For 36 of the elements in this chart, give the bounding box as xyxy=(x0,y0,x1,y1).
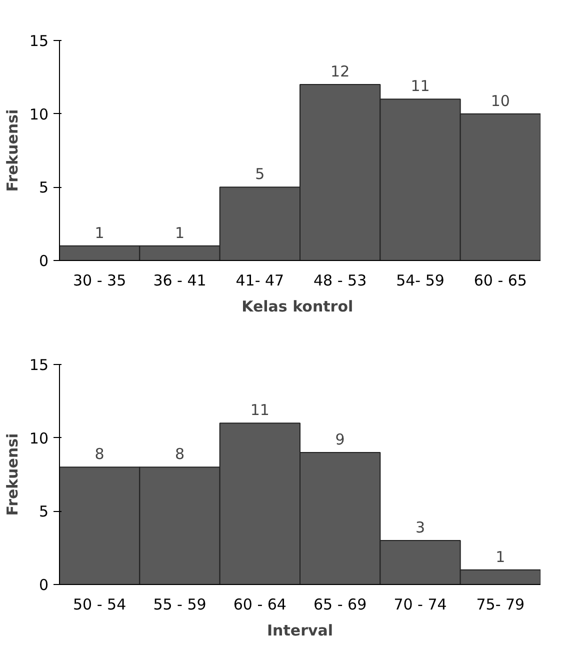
x-tick-label: 55 - 59 xyxy=(153,596,206,614)
x-tick-label: 48 - 53 xyxy=(314,272,367,290)
y-tick-label: 10 xyxy=(29,105,49,124)
x-tick-label: 30 - 35 xyxy=(73,272,126,290)
x-axis-title: Interval xyxy=(266,622,334,640)
x-tick-label: 70 - 74 xyxy=(394,596,447,614)
data-label: 9 xyxy=(335,430,345,448)
x-tick-label: 36 - 41 xyxy=(153,272,206,290)
data-label: 12 xyxy=(330,62,350,80)
y-tick-label: 0 xyxy=(38,576,49,594)
data-label: 1 xyxy=(174,224,185,242)
x-tick-label: 60 - 64 xyxy=(233,596,286,614)
y-tick-label: 10 xyxy=(29,429,49,448)
data-label: 1 xyxy=(496,548,506,566)
x-tick-label: 60 - 65 xyxy=(474,272,527,290)
y-tick-label: 15 xyxy=(29,32,49,50)
y-axis-title: Frekuensi xyxy=(3,433,22,516)
data-label: 10 xyxy=(490,92,510,110)
data-label: 5 xyxy=(255,165,265,184)
y-tick-label: 5 xyxy=(38,178,49,197)
x-tick-label: 41- 47 xyxy=(236,272,284,290)
x-tick-label: 50 - 54 xyxy=(73,596,126,614)
y-axis-title: Frekuensi xyxy=(3,109,22,192)
x-axis-title: Kelas kontrol xyxy=(242,298,354,316)
data-label: 3 xyxy=(415,518,426,536)
data-label: 11 xyxy=(250,401,270,420)
data-label: 8 xyxy=(94,445,104,464)
y-tick-label: 5 xyxy=(38,502,49,521)
x-tick-label: 54- 59 xyxy=(396,272,444,290)
x-tick-label: 65 - 69 xyxy=(314,596,367,614)
data-label: 1 xyxy=(94,224,104,242)
data-label: 11 xyxy=(410,77,430,96)
data-label: 8 xyxy=(174,445,185,464)
x-tick-label: 75- 79 xyxy=(476,596,525,614)
y-tick-label: 15 xyxy=(29,356,49,374)
y-tick-label: 0 xyxy=(38,252,49,270)
